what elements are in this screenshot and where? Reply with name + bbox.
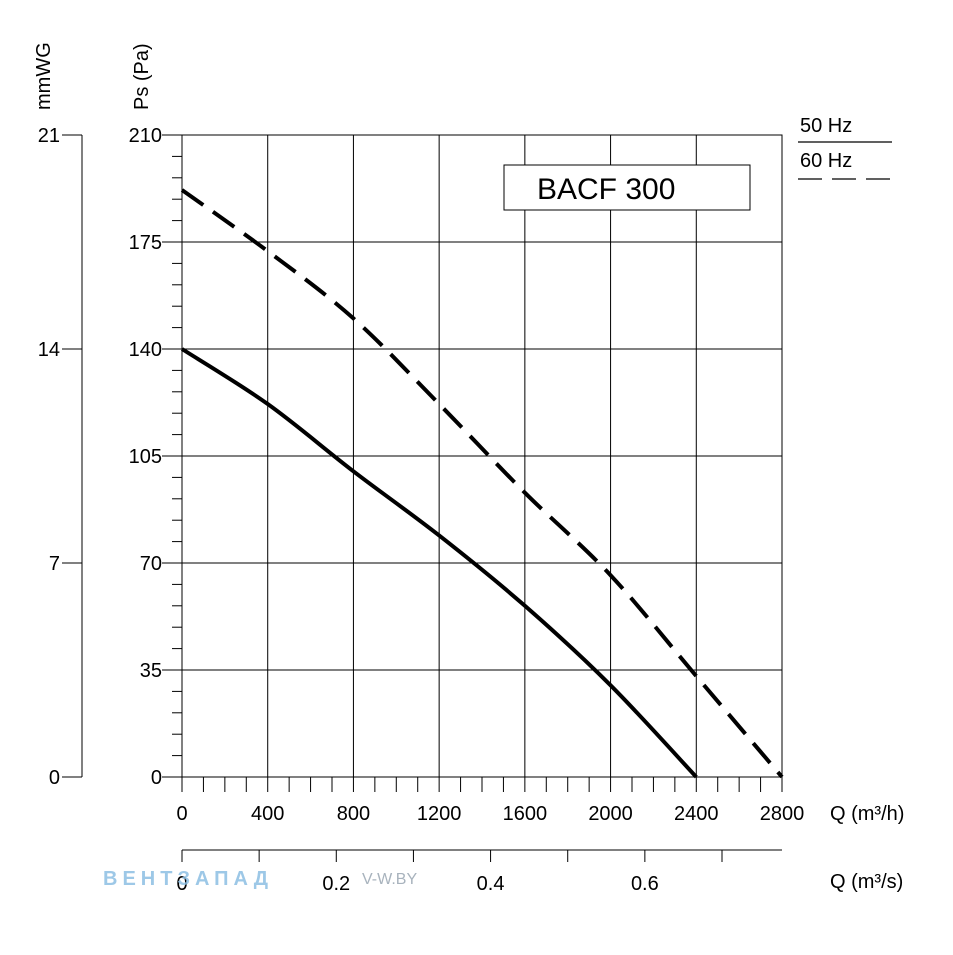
x-tick-label: 2400 xyxy=(674,803,719,825)
watermark-site: V-W.BY xyxy=(362,871,417,888)
x2-axis-title: Q (m³/s) xyxy=(830,871,903,893)
x2-tick-label: 0.2 xyxy=(322,873,350,895)
y-tick-label: 140 xyxy=(129,339,162,361)
x-tick-label: 0 xyxy=(176,803,187,825)
y-tick-label: 175 xyxy=(129,232,162,254)
model-label-box: BACF 300 xyxy=(503,164,751,211)
series-line-60hz xyxy=(180,188,784,779)
y2-tick-label: 14 xyxy=(38,339,60,361)
y2-tick-label: 21 xyxy=(38,125,60,147)
x-axis-title: Q (m³/h) xyxy=(830,803,904,825)
x-tick-label: 1600 xyxy=(503,803,548,825)
y-tick-label: 70 xyxy=(140,553,162,575)
watermark: ВЕНТЗАПАД V-W.BY xyxy=(103,868,417,890)
y2-tick-label: 0 xyxy=(49,767,60,789)
model-label: BACF 300 xyxy=(537,173,675,206)
y-axis-title: Ps (Pa) xyxy=(131,43,153,110)
x-tick-label: 800 xyxy=(337,803,370,825)
x-tick-label: 400 xyxy=(251,803,284,825)
grid-layer xyxy=(162,134,783,778)
x2-tick-label: 0 xyxy=(176,873,187,895)
y-tick-label: 210 xyxy=(129,125,162,147)
x-tick-label: 2000 xyxy=(588,803,633,825)
legend: 50 Hz 60 Hz xyxy=(798,115,892,180)
x-tick-label: 2800 xyxy=(760,803,805,825)
watermark-brand: ВЕНТЗАПАД xyxy=(103,868,273,890)
y2-tick-label: 7 xyxy=(49,553,60,575)
y-tick-label: 0 xyxy=(151,767,162,789)
legend-label-50hz: 50 Hz xyxy=(800,115,852,137)
y-tick-label: 105 xyxy=(129,446,162,468)
x-tick-label: 1200 xyxy=(417,803,462,825)
x2-tick-label: 0.6 xyxy=(631,873,659,895)
series-line-50hz xyxy=(180,347,698,779)
x2-tick-label: 0.4 xyxy=(477,873,505,895)
y-tick-label: 35 xyxy=(140,660,162,682)
y2-axis-title: mmWG xyxy=(33,42,55,110)
series-layer xyxy=(180,188,784,779)
axes-layer: 0 400 800 1200 1600 2000 2400 28000357010514017… xyxy=(38,125,805,895)
legend-label-60hz: 60 Hz xyxy=(800,150,852,172)
